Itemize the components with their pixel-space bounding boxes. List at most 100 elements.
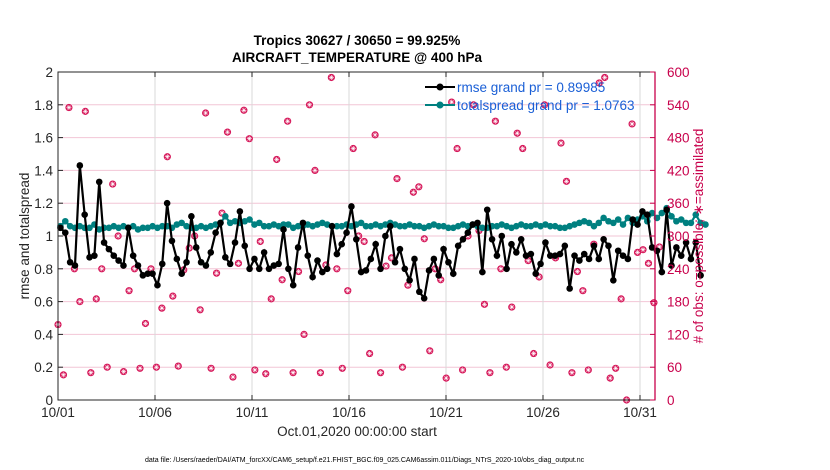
obs-point — [502, 363, 510, 371]
obs-point-asterisk — [323, 262, 329, 268]
obs-point-asterisk — [558, 140, 564, 146]
obs-point — [109, 180, 117, 188]
y-right-tick-label: 480 — [667, 131, 690, 146]
obs-point-asterisk — [339, 365, 345, 371]
totalspread-point — [435, 222, 443, 230]
obs-point-asterisk — [214, 270, 220, 276]
obs-point — [316, 369, 325, 377]
obs-point — [289, 369, 297, 377]
rmse-point — [634, 221, 641, 228]
obs-point — [486, 369, 494, 377]
obs-point — [114, 232, 122, 240]
obs-point-asterisk — [383, 263, 389, 269]
obs-point-asterisk — [115, 233, 121, 239]
rmse-point — [624, 255, 632, 263]
rmse-point — [677, 252, 685, 259]
totalspread-point — [610, 219, 617, 227]
obs-point-asterisk — [290, 370, 296, 376]
rmse-point — [503, 265, 510, 273]
y-right-tick-label: 420 — [667, 163, 690, 178]
totalspread-point — [178, 219, 185, 227]
obs-point-asterisk — [274, 156, 280, 162]
obs-point — [81, 107, 89, 115]
y-tick-label: 1.2 — [34, 196, 53, 211]
y-axis-right: 0 60 120 180 240 300 360 420 480 540 600 — [650, 65, 690, 408]
obs-point — [376, 369, 385, 377]
obs-point — [617, 295, 625, 303]
totalspread-point — [692, 211, 700, 218]
obs-point-asterisk — [66, 105, 72, 111]
obs-point — [245, 135, 253, 143]
obs-point-asterisk — [542, 102, 548, 108]
obs-point-asterisk — [378, 370, 384, 376]
obs-point — [251, 366, 259, 374]
obs-point-asterisk — [432, 266, 438, 272]
obs-point-asterisk — [317, 370, 323, 376]
rmse-point — [391, 258, 399, 266]
rmse-point — [517, 235, 525, 243]
obs-point-asterisk — [99, 266, 105, 272]
obs-point — [125, 287, 133, 295]
totalspread-point — [158, 222, 166, 230]
obs-point-asterisk — [536, 274, 542, 280]
rmse-point — [513, 249, 520, 256]
rmse-point — [585, 255, 593, 263]
totalspread-point — [86, 224, 93, 232]
totalspread-point — [222, 213, 229, 220]
rmse-point — [546, 252, 554, 259]
obs-point — [644, 259, 653, 267]
obs-point-asterisk — [219, 210, 225, 216]
obs-point — [278, 276, 286, 284]
obs-point-asterisk — [531, 351, 537, 357]
obs-point — [546, 361, 554, 369]
obs-point-asterisk — [563, 178, 569, 184]
obs-point-asterisk — [525, 258, 531, 264]
rmse-point — [188, 213, 195, 220]
rmse-point — [629, 216, 637, 223]
rmse-point — [333, 250, 341, 258]
obs-point-asterisk — [481, 301, 487, 307]
obs-point — [639, 246, 647, 254]
obs-point — [163, 153, 171, 161]
rmse-point — [527, 250, 535, 258]
obs-point-asterisk — [399, 364, 405, 370]
obs-point — [338, 364, 346, 372]
obs-point — [141, 319, 150, 328]
y-right-tick-label: 0 — [667, 393, 675, 408]
rmse-point — [362, 267, 370, 274]
x-tick-label: 10/11 — [236, 405, 269, 420]
rmse-point — [251, 255, 258, 263]
obs-point — [568, 369, 576, 377]
obs-point-asterisk — [334, 266, 340, 272]
rmse-point — [61, 229, 69, 237]
legend-spread-label: totalspread grand pr = 1.0763 — [457, 98, 635, 113]
rmse-point — [571, 252, 578, 259]
rmse-point — [105, 245, 113, 253]
obs-point — [366, 349, 374, 358]
obs-point-asterisk — [503, 364, 509, 370]
chart-title-line-1: Tropics 30627 / 30650 = 99.925% — [254, 33, 461, 48]
obs-point-asterisk — [580, 288, 586, 294]
totalspread-point — [546, 222, 554, 230]
obs-point-asterisk — [328, 74, 334, 80]
rmse-point — [231, 239, 239, 246]
rmse-point — [580, 250, 588, 258]
obs-point — [256, 237, 264, 246]
legend-spread-marker — [436, 101, 444, 109]
rmse-point — [498, 232, 506, 240]
rmse-point — [435, 272, 443, 279]
totalspread-point — [362, 222, 370, 230]
obs-point — [212, 269, 221, 277]
obs-point-asterisk — [252, 367, 258, 373]
obs-point-asterisk — [651, 300, 657, 306]
rmse-point — [197, 258, 205, 266]
rmse-point — [149, 270, 156, 278]
rmse-point — [692, 239, 700, 246]
rmse-point — [236, 208, 244, 215]
obs-point-asterisk — [203, 110, 209, 116]
obs-point-asterisk — [126, 288, 132, 294]
obs-point-asterisk — [361, 238, 367, 244]
obs-point — [273, 155, 281, 164]
totalspread-point — [333, 222, 341, 230]
obs-point — [442, 374, 450, 382]
